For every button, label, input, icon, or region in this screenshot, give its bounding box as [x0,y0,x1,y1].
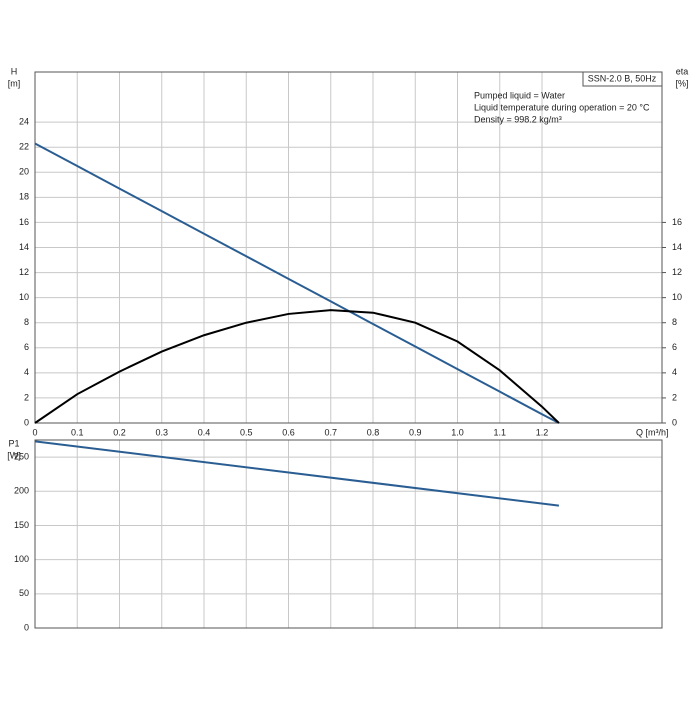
note: Liquid temperature during operation = 20… [474,102,650,112]
y2-tick-label: 14 [672,242,682,252]
y-tick-label: 20 [19,167,29,177]
y-tick-label: 24 [19,117,29,127]
note: Pumped liquid = Water [474,90,565,100]
note: Density = 998.2 kg/m³ [474,114,562,124]
y-axis-unit: [W] [7,450,21,460]
series-line [34,309,560,424]
x-tick-label: 0.2 [113,427,126,437]
y2-tick-label: 8 [672,317,677,327]
y2-tick-label: 10 [672,292,682,302]
y-tick-label: 200 [14,486,29,496]
y-tick-label: 150 [14,520,29,530]
plot-frame [34,71,663,424]
y-tick-label: 4 [24,367,29,377]
plot-frame [34,439,663,629]
x-tick-label: 1.2 [536,427,549,437]
y2-axis-label: eta [676,66,689,76]
y-tick-label: 2 [24,392,29,402]
y-tick-label: 18 [19,192,29,202]
y-tick-label: 12 [19,267,29,277]
y-tick-label: 0 [24,622,29,632]
x-tick-label: 0.8 [367,427,380,437]
series-line [34,440,560,507]
y-axis-label: P1 [8,438,19,448]
y2-tick-label: 12 [672,267,682,277]
x-tick-label: 0.4 [198,427,211,437]
y-axis-unit: [m] [8,78,21,88]
y2-tick-label: 6 [672,342,677,352]
legend-title: SSN-2.0 B, 50Hz [588,73,657,83]
x-tick-label: 0.9 [409,427,422,437]
y-tick-label: 22 [19,142,29,152]
y2-tick-label: 0 [672,417,677,427]
y-tick-label: 50 [19,588,29,598]
legend-box [582,71,663,87]
y2-tick-label: 16 [672,217,682,227]
y-tick-label: 250 [14,451,29,461]
x-tick-label: 0.6 [282,427,295,437]
x-tick-label: 0 [32,427,37,437]
y-tick-label: 10 [19,292,29,302]
y-tick-label: 0 [24,417,29,427]
x-axis-label: Q [m³/h] [636,427,669,437]
x-tick-label: 0.5 [240,427,253,437]
y-axis-label: H [11,66,18,76]
x-tick-label: 0.3 [155,427,168,437]
y-tick-label: 100 [14,554,29,564]
x-tick-label: 1.1 [493,427,506,437]
y2-tick-label: 2 [672,392,677,402]
y-tick-label: 8 [24,317,29,327]
x-tick-label: 1.0 [451,427,464,437]
x-tick-label: 0.1 [71,427,84,437]
x-tick-label: 0.7 [324,427,337,437]
y2-axis-unit: [%] [675,78,688,88]
y-tick-label: 16 [19,217,29,227]
y2-tick-label: 4 [672,367,677,377]
y-tick-label: 14 [19,242,29,252]
y-tick-label: 6 [24,342,29,352]
series-line [34,142,560,424]
